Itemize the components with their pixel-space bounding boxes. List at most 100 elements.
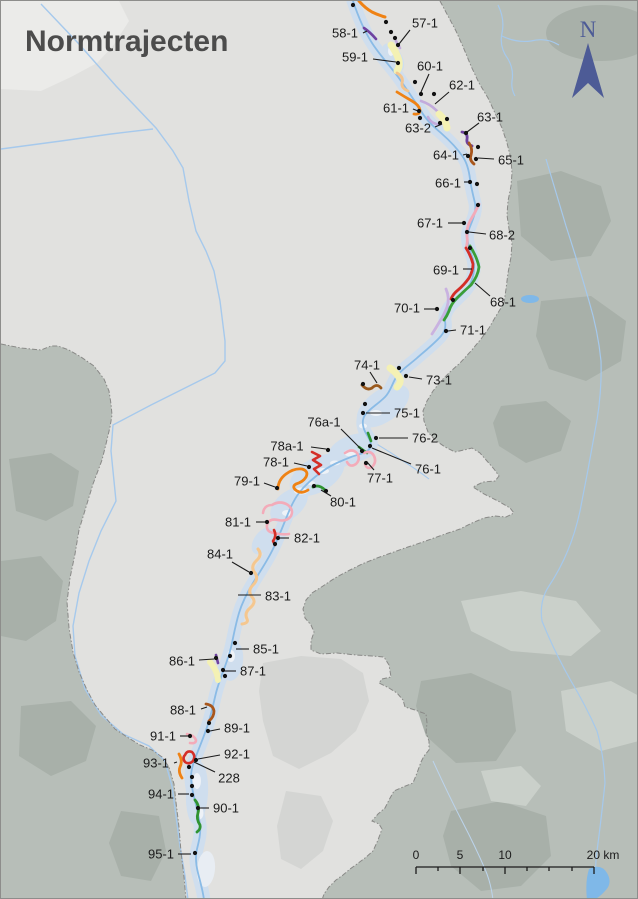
segment-73-1 xyxy=(386,364,404,391)
stream xyxy=(540,158,606,877)
segment-67-1 xyxy=(464,202,481,250)
normtraject-segments xyxy=(177,1,481,834)
traject-label-73-1: 73-1 xyxy=(426,373,452,388)
endpoint-dot xyxy=(373,435,379,441)
forest-patch xyxy=(109,811,166,881)
endpoint-dot xyxy=(363,460,369,466)
segment-77-1b xyxy=(362,450,377,470)
stream xyxy=(497,4,516,97)
traject-label-83-1: 83-1 xyxy=(265,589,291,604)
endpoint-dot xyxy=(464,229,470,235)
canal xyxy=(1,128,154,150)
traject-label-91-1: 91-1 xyxy=(150,729,176,744)
traject-label-76-2: 76-2 xyxy=(412,431,438,446)
endpoint-dot xyxy=(189,774,195,780)
traject-label-60-1: 60-1 xyxy=(417,59,443,74)
light-foreign-patch xyxy=(561,681,637,751)
segment-77-1a xyxy=(343,449,361,467)
traject-label-84-1: 84-1 xyxy=(207,547,233,562)
traject-label-87-1: 87-1 xyxy=(240,664,266,679)
leader-77-1 xyxy=(366,461,375,471)
segment-83-1 xyxy=(240,571,259,626)
north-arrow: N xyxy=(572,17,604,98)
traject-label-76a-1: 76a-1 xyxy=(307,415,340,430)
endpoint-dot xyxy=(360,410,366,416)
leader-228 xyxy=(193,761,216,773)
traject-label-90-1: 90-1 xyxy=(213,801,239,816)
segment-93-1 xyxy=(177,752,184,780)
endpoint-dot xyxy=(189,792,195,798)
segment-70-1 xyxy=(430,287,450,336)
shade-patch xyxy=(277,791,333,869)
traject-label-65-1: 65-1 xyxy=(498,153,524,168)
leader-76a-1 xyxy=(340,428,362,450)
shade-patch xyxy=(259,656,369,769)
light-foreign-patch xyxy=(461,591,601,656)
endpoint-dot xyxy=(195,805,201,811)
endpoint-dot xyxy=(474,181,480,187)
endpoint-dot xyxy=(206,720,212,726)
endpoint-dot xyxy=(325,447,331,453)
traject-label-95-1: 95-1 xyxy=(148,847,174,862)
segment-69-1 xyxy=(449,246,475,301)
endpoint-dot xyxy=(434,306,440,312)
segment-81-1 xyxy=(261,501,294,536)
leader-84-1 xyxy=(231,561,250,573)
traject-label-86-1: 86-1 xyxy=(169,654,195,669)
traject-label-79-1: 79-1 xyxy=(234,474,260,489)
netherlands-area xyxy=(1,1,514,898)
canal xyxy=(40,3,226,898)
endpoint-dot xyxy=(417,115,423,121)
endpoint-dot xyxy=(220,667,226,673)
endpoint-dot xyxy=(465,153,471,159)
leader-74-1 xyxy=(369,371,378,384)
endpoint-dot xyxy=(189,783,195,789)
leader-78-1 xyxy=(293,462,308,467)
lake xyxy=(521,295,539,303)
leader-57-1 xyxy=(398,29,411,45)
traject-label-88-1: 88-1 xyxy=(170,703,196,718)
leader-92-1 xyxy=(197,754,221,760)
north-arrow-icon xyxy=(572,43,604,98)
traject-label-59-1: 59-1 xyxy=(342,50,368,65)
endpoint-dot xyxy=(443,328,449,334)
leader-68-1 xyxy=(474,282,491,297)
traject-label-62-1: 62-1 xyxy=(449,78,475,93)
map-title: Normtrajecten xyxy=(25,25,228,58)
traject-label-78a-1: 78a-1 xyxy=(270,439,303,454)
traject-label-77-1: 77-1 xyxy=(367,471,393,486)
segment-63-2 xyxy=(435,110,451,132)
trajectory-endpoint-dots xyxy=(186,2,481,856)
stream xyxy=(432,760,494,898)
leader-60-1 xyxy=(420,73,430,93)
endpoint-dot xyxy=(473,156,479,162)
endpoint-dot xyxy=(274,485,280,491)
traject-label-80-1: 80-1 xyxy=(330,495,356,510)
endpoint-dot xyxy=(359,448,365,454)
endpoint-dot xyxy=(205,728,211,734)
endpoint-dot xyxy=(323,488,329,494)
traject-label-85-1: 85-1 xyxy=(253,642,279,657)
endpoint-dot xyxy=(383,19,389,25)
lake xyxy=(586,866,610,898)
forest-patch xyxy=(9,453,79,521)
segment-60-1 xyxy=(395,71,410,93)
leader-79-1 xyxy=(263,482,276,488)
endpoint-dot xyxy=(248,570,254,576)
traject-label-68-2: 68-2 xyxy=(489,228,515,243)
segment-top-orange xyxy=(357,1,387,19)
floodplain-blob xyxy=(196,851,216,887)
traject-label-70-1: 70-1 xyxy=(394,301,420,316)
traject-label-61-1: 61-1 xyxy=(383,101,409,116)
stream xyxy=(501,35,560,46)
endpoint-dot xyxy=(222,673,228,679)
traject-label-68-1: 68-1 xyxy=(490,295,516,310)
segment-82-1 xyxy=(271,528,277,547)
traject-label-76-1: 76-1 xyxy=(415,462,441,477)
segment-79-1 xyxy=(276,467,310,494)
segment-76-2 xyxy=(366,431,373,443)
forest-patch xyxy=(19,701,96,776)
endpoint-dot xyxy=(467,179,473,185)
forest-patch xyxy=(517,171,611,261)
